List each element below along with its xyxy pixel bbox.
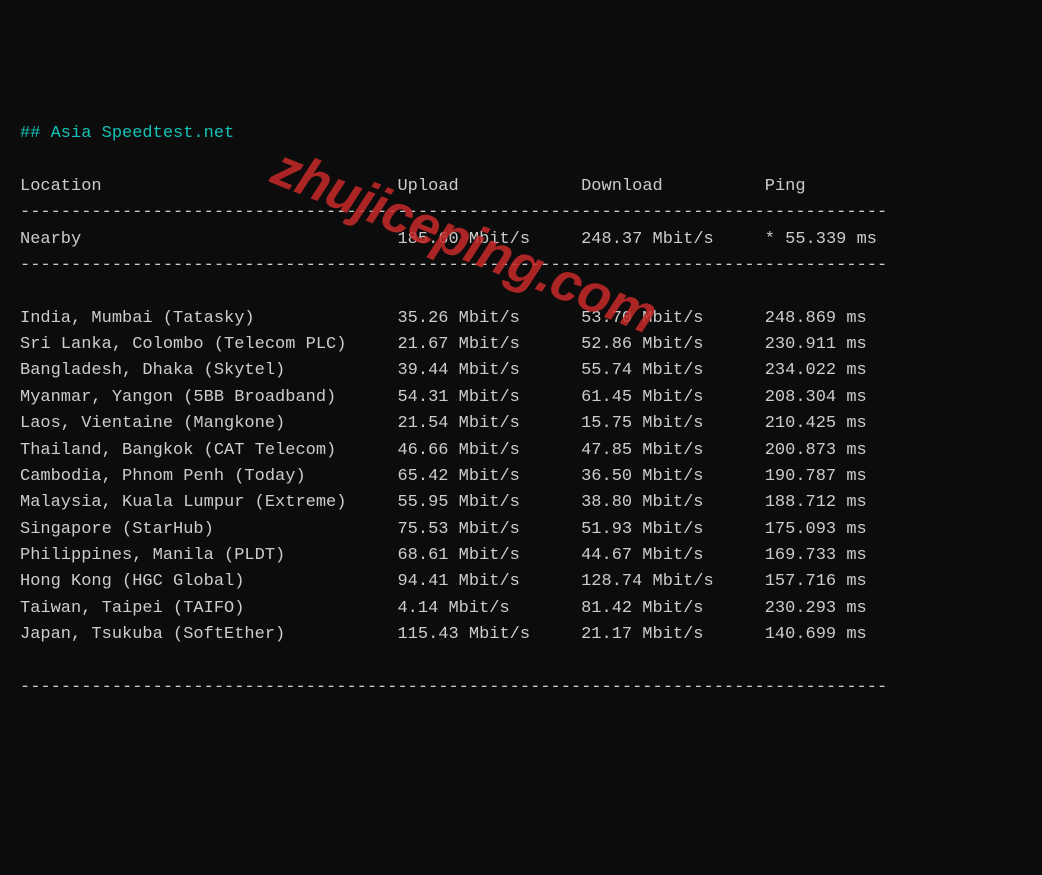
nearby-ping: * 55.339 ms bbox=[765, 230, 877, 249]
col-ping: Ping bbox=[765, 177, 806, 196]
nearby-location: Nearby bbox=[20, 230, 397, 249]
divider: ----------------------------------------… bbox=[20, 256, 887, 275]
divider: ----------------------------------------… bbox=[20, 203, 887, 222]
nearby-download: 248.37 Mbit/s bbox=[581, 230, 765, 249]
nearby-upload: 185.60 Mbit/s bbox=[397, 230, 581, 249]
header-row: Location Upload Download Ping bbox=[20, 177, 806, 196]
nearby-row: Nearby 185.60 Mbit/s 248.37 Mbit/s * 55.… bbox=[20, 230, 877, 249]
col-location: Location bbox=[20, 177, 397, 196]
col-download: Download bbox=[581, 177, 765, 196]
results-rows: India, Mumbai (Tatasky) 35.26 Mbit/s 53.… bbox=[20, 309, 867, 644]
col-upload: Upload bbox=[397, 177, 581, 196]
divider: ----------------------------------------… bbox=[20, 678, 887, 697]
section-title: ## Asia Speedtest.net bbox=[20, 124, 234, 143]
